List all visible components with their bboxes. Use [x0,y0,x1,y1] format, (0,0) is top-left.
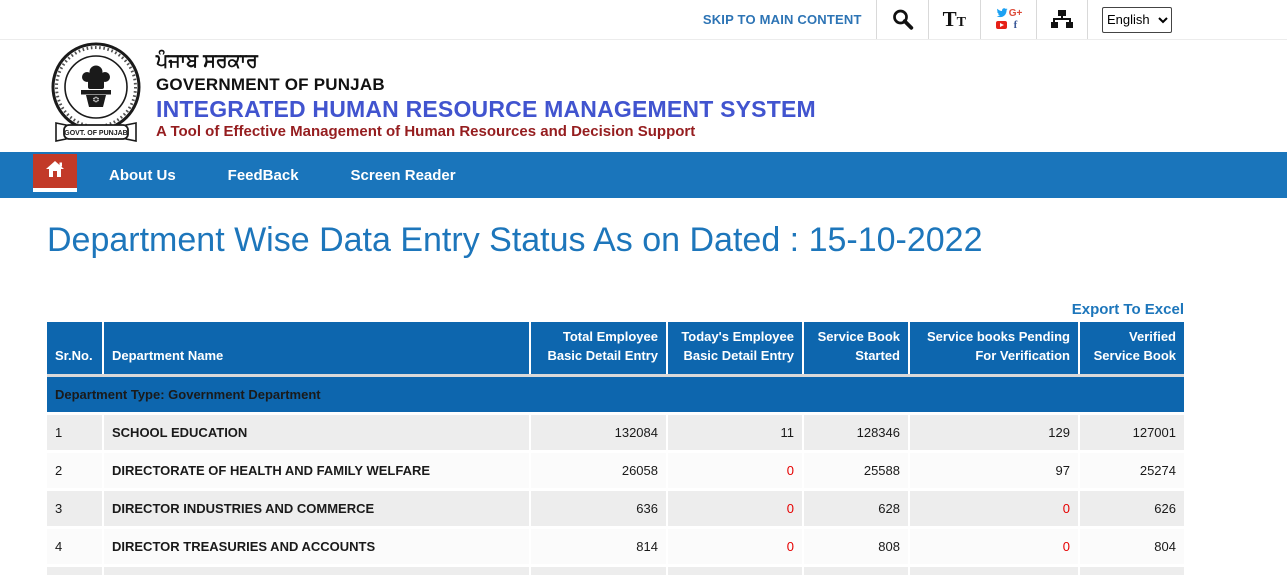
emblem-banner: GOVT. OF PUNJAB [55,121,137,142]
cell-count-link[interactable]: 804 [1079,527,1184,568]
facebook-icon[interactable]: f [1013,18,1018,31]
sitemap-icon[interactable] [1051,10,1073,29]
text-size-large-glyph: T [942,7,957,31]
table-row: 4 DIRECTOR TREASURIES AND ACCOUNTS 814 0 808… [47,527,1184,568]
department-status-table: Sr.No. Department Name Total Employee Ba… [47,321,1184,575]
search-icon[interactable] [891,8,914,31]
cell-empty [667,565,804,575]
cell-empty [530,565,668,575]
cell-sr-no: 2 [47,451,104,492]
cell-empty [1079,565,1184,575]
table-row: 1 SCHOOL EDUCATION 132084 11 128346 129 127001 [47,413,1184,454]
brand-text-block: ਪੰਜਾਬ ਸਰਕਾਰ GOVERNMENT OF PUNJAB INTEGRA… [156,50,816,141]
cell-count-link[interactable]: 26058 [530,451,668,492]
language-select[interactable]: English [1102,6,1172,33]
text-size-small-glyph: T [956,15,966,30]
twitter-icon[interactable] [996,5,1008,23]
search-group [875,0,928,39]
brand-tagline: A Tool of Effective Management of Human … [156,122,696,140]
cell-department-name: DIRECTOR TREASURIES AND ACCOUNTS [103,527,531,568]
cell-count-link[interactable]: 628 [803,489,910,530]
cell-count-link[interactable]: 25274 [1079,451,1184,492]
cell-count-link[interactable]: 0 [909,527,1080,568]
cell-department-name: DIRECTORATE OF HEALTH AND FAMILY WELFARE [103,451,531,492]
column-header-total-employee: Total Employee Basic Detail Entry [530,321,668,378]
svg-text:GOVT. OF PUNJAB: GOVT. OF PUNJAB [64,130,127,137]
text-size-group: TT [927,0,980,39]
nav-item-about-us[interactable]: About Us [109,166,176,184]
language-group: English [1087,0,1186,39]
sitemap-group [1036,0,1087,39]
cell-sr-no: 1 [47,413,104,454]
cell-count-link[interactable]: 808 [803,527,910,568]
department-type-label: Department Type: Government Department [47,375,1184,416]
table-row-partial [47,565,1184,575]
page-title: Department Wise Data Entry Status As on … [47,221,983,259]
department-type-section-row: Department Type: Government Department [47,375,1184,416]
nav-item-feedback[interactable]: FeedBack [227,166,299,184]
cell-count-link[interactable]: 25588 [803,451,910,492]
brand-system-name: INTEGRATED HUMAN RESOURCE MANAGEMENT SYS… [156,96,816,123]
cell-count-link[interactable]: 0 [667,527,804,568]
cell-count-link[interactable]: 127001 [1079,413,1184,454]
table-row: 2 DIRECTORATE OF HEALTH AND FAMILY WELFAR… [47,451,1184,492]
cell-count-link[interactable]: 97 [909,451,1080,492]
cell-count-link[interactable]: 128346 [803,413,910,454]
cell-count-link[interactable]: 129 [909,413,1080,454]
cell-count-link[interactable]: 132084 [530,413,668,454]
table-body: Department Type: Government Department 1 S… [47,375,1184,575]
cell-department-name: DIRECTOR INDUSTRIES AND COMMERCE [103,489,531,530]
social-group: G+ f [980,0,1036,39]
site-header: GOVT. OF PUNJAB ਪੰਜਾਬ ਸਰਕਾਰ GOVERNMENT O… [0,40,1287,152]
cell-count-link[interactable]: 0 [909,489,1080,530]
cell-sr-no: 4 [47,527,104,568]
export-row: Export To Excel [47,301,1184,319]
cell-empty [103,565,531,575]
skip-link-group: SKIP TO MAIN CONTENT [689,0,876,39]
nav-home-tab[interactable] [33,154,77,198]
cell-sr-no: 3 [47,489,104,530]
cell-count-link[interactable]: 0 [667,451,804,492]
cell-department-name: SCHOOL EDUCATION [103,413,531,454]
cell-count-link[interactable]: 0 [667,489,804,530]
cell-empty [909,565,1080,575]
cell-count-link[interactable]: 11 [667,413,804,454]
column-header-sr-no: Sr.No. [47,321,104,378]
youtube-icon[interactable] [996,16,1007,34]
social-media-icons[interactable]: G+ f [995,8,1023,31]
column-header-department-name: Department Name [103,321,531,378]
column-header-todays-employee: Today's Employee Basic Detail Entry [667,321,804,378]
google-plus-icon[interactable]: G+ [1008,8,1023,19]
cell-empty [803,565,910,575]
cell-count-link[interactable]: 626 [1079,489,1184,530]
table-row: 3 DIRECTOR INDUSTRIES AND COMMERCE 636 0 628… [47,489,1184,530]
cell-count-link[interactable]: 814 [530,527,668,568]
home-icon [45,160,65,183]
cell-empty [47,565,104,575]
cell-count-link[interactable]: 636 [530,489,668,530]
column-header-service-book-started: Service Book Started [803,321,910,378]
text-size-icon[interactable]: TT [943,7,966,32]
main-navbar: About Us FeedBack Screen Reader [0,152,1287,198]
export-to-excel-link[interactable]: Export To Excel [1071,300,1184,318]
home-active-underline [33,188,77,192]
brand-punjabi-title: ਪੰਜਾਬ ਸਰਕਾਰ [156,51,258,73]
skip-to-main-content-link[interactable]: SKIP TO MAIN CONTENT [702,12,862,27]
column-header-verified-service-book: Verified Service Book [1079,321,1184,378]
brand-government-line: GOVERNMENT OF PUNJAB [156,75,385,95]
nav-item-screen-reader[interactable]: Screen Reader [350,166,456,184]
page-content: Department Wise Data Entry Status As on … [0,220,1287,575]
top-utility-bar: SKIP TO MAIN CONTENT TT G+ f [0,0,1287,40]
column-header-pending-verification: Service books Pending For Verification [909,321,1080,378]
table-header-row: Sr.No. Department Name Total Employee Ba… [47,321,1184,378]
punjab-government-emblem: GOVT. OF PUNJAB [50,41,142,152]
